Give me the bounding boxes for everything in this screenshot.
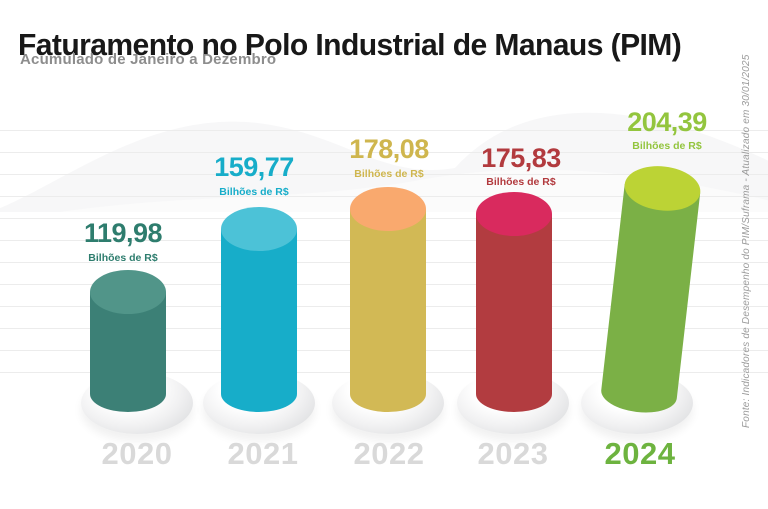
- source-note: Fonte: Indicadores de Desempenho do PIM/…: [741, 54, 752, 428]
- unit-label: Bilhões de R$: [354, 168, 424, 180]
- year-label-2022: 2022: [353, 436, 425, 471]
- bar-cylinder-2023: [476, 192, 552, 412]
- cylinder-body: [350, 209, 426, 412]
- bar-cylinder-2021: [221, 207, 297, 412]
- bar-cylinder-2022: [350, 187, 426, 412]
- cylinder-body: [599, 184, 701, 417]
- cylinder-top: [476, 192, 552, 236]
- page-title: Faturamento no Polo Industrial de Manaus…: [18, 26, 682, 62]
- value-label: 175,83: [481, 143, 561, 173]
- bar-cylinder-2024: [599, 162, 703, 417]
- year-label-2020: 2020: [101, 436, 173, 471]
- bar-cylinder-2020: [90, 270, 166, 412]
- year-label-2021: 2021: [227, 436, 299, 471]
- value-label: 204,39: [627, 107, 707, 137]
- year-label-2023: 2023: [477, 436, 549, 471]
- cylinder-body: [221, 229, 297, 412]
- cylinder-top: [90, 270, 166, 314]
- page-subtitle: Acumulado de Janeiro a Dezembro: [20, 51, 277, 68]
- unit-label: Bilhões de R$: [486, 176, 556, 188]
- unit-label: Bilhões de R$: [219, 186, 289, 198]
- year-label-2024: 2024: [604, 436, 676, 471]
- value-label: 178,08: [349, 134, 429, 164]
- cylinder-top: [350, 187, 426, 231]
- value-label: 159,77: [214, 152, 294, 182]
- cylinder-top: [221, 207, 297, 251]
- unit-label: Bilhões de R$: [632, 140, 702, 152]
- unit-label: Bilhões de R$: [88, 252, 158, 264]
- cylinder-body: [476, 214, 552, 412]
- value-label: 119,98: [83, 218, 163, 248]
